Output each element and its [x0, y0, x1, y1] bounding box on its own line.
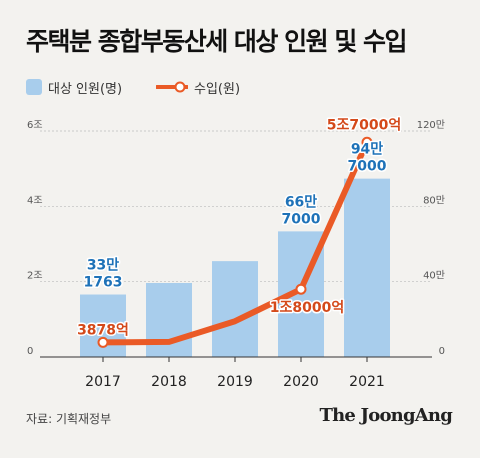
brand-logo: The JoongAng — [319, 405, 453, 426]
line-data-label: 5조7000억 — [327, 117, 401, 133]
legend-item-line: 수입(원) — [156, 76, 240, 98]
right-tick-label: 120만 — [417, 119, 445, 131]
line-point — [361, 136, 373, 148]
line-data-label: 1조8000억 — [270, 300, 344, 316]
left-tick-label: 2조 — [27, 271, 43, 282]
line-point — [295, 283, 307, 295]
right-axis: 0 40만 80만 120만 — [417, 119, 445, 357]
right-tick-label: 80만 — [423, 194, 445, 206]
left-tick-label: 4조 — [27, 195, 43, 206]
legend-bar-label: 대상 인원(명) — [48, 81, 123, 97]
x-tick-label: 2017 — [85, 374, 121, 390]
line-swatch-icon — [156, 81, 188, 93]
source-note: 자료: 기획재정부 — [26, 412, 112, 426]
bar — [146, 282, 192, 357]
line-point — [97, 336, 109, 348]
left-axis: 0 2조 4조 6조 — [27, 120, 43, 357]
x-tick-label: 2021 — [349, 374, 385, 390]
x-tick-label: 2018 — [151, 374, 187, 390]
data-label-line: 7000 — [282, 211, 321, 227]
data-label-line: 1조8000억 — [270, 300, 344, 316]
line-series — [97, 136, 373, 348]
left-tick-label: 6조 — [27, 120, 43, 131]
bar — [212, 261, 258, 357]
data-label-line: 5조7000억 — [327, 117, 401, 133]
bar-data-label: 66만 7000 — [282, 194, 321, 227]
line-data-label: 3878억 — [77, 322, 129, 338]
data-label-line: 33만 — [87, 258, 119, 274]
page-title: 주택분 종합부동산세 대상 인원 및 수입 — [26, 27, 408, 56]
data-label-line: 66만 — [285, 194, 317, 210]
line-path — [100, 139, 370, 346]
right-tick-label: 40만 — [423, 270, 445, 282]
x-axis: 2017 2018 2019 2020 2021 — [40, 356, 432, 390]
x-tick-label: 2020 — [283, 374, 319, 390]
data-label-line: 3878억 — [77, 322, 129, 338]
bar — [344, 178, 390, 357]
bar-swatch-icon — [26, 79, 42, 95]
legend-line-label: 수입(원) — [194, 81, 241, 97]
data-label-line: 94만 — [351, 142, 383, 158]
left-tick-label: 0 — [27, 346, 33, 357]
data-label-line: 7000 — [348, 159, 387, 175]
data-label-line: 1763 — [84, 275, 123, 291]
right-tick-label: 0 — [439, 346, 445, 357]
bar-data-label: 33만 1763 — [84, 258, 123, 291]
legend-item-bar: 대상 인원(명) — [26, 76, 122, 98]
bar-data-label: 94만 7000 — [348, 142, 387, 175]
x-tick-label: 2019 — [217, 374, 253, 390]
